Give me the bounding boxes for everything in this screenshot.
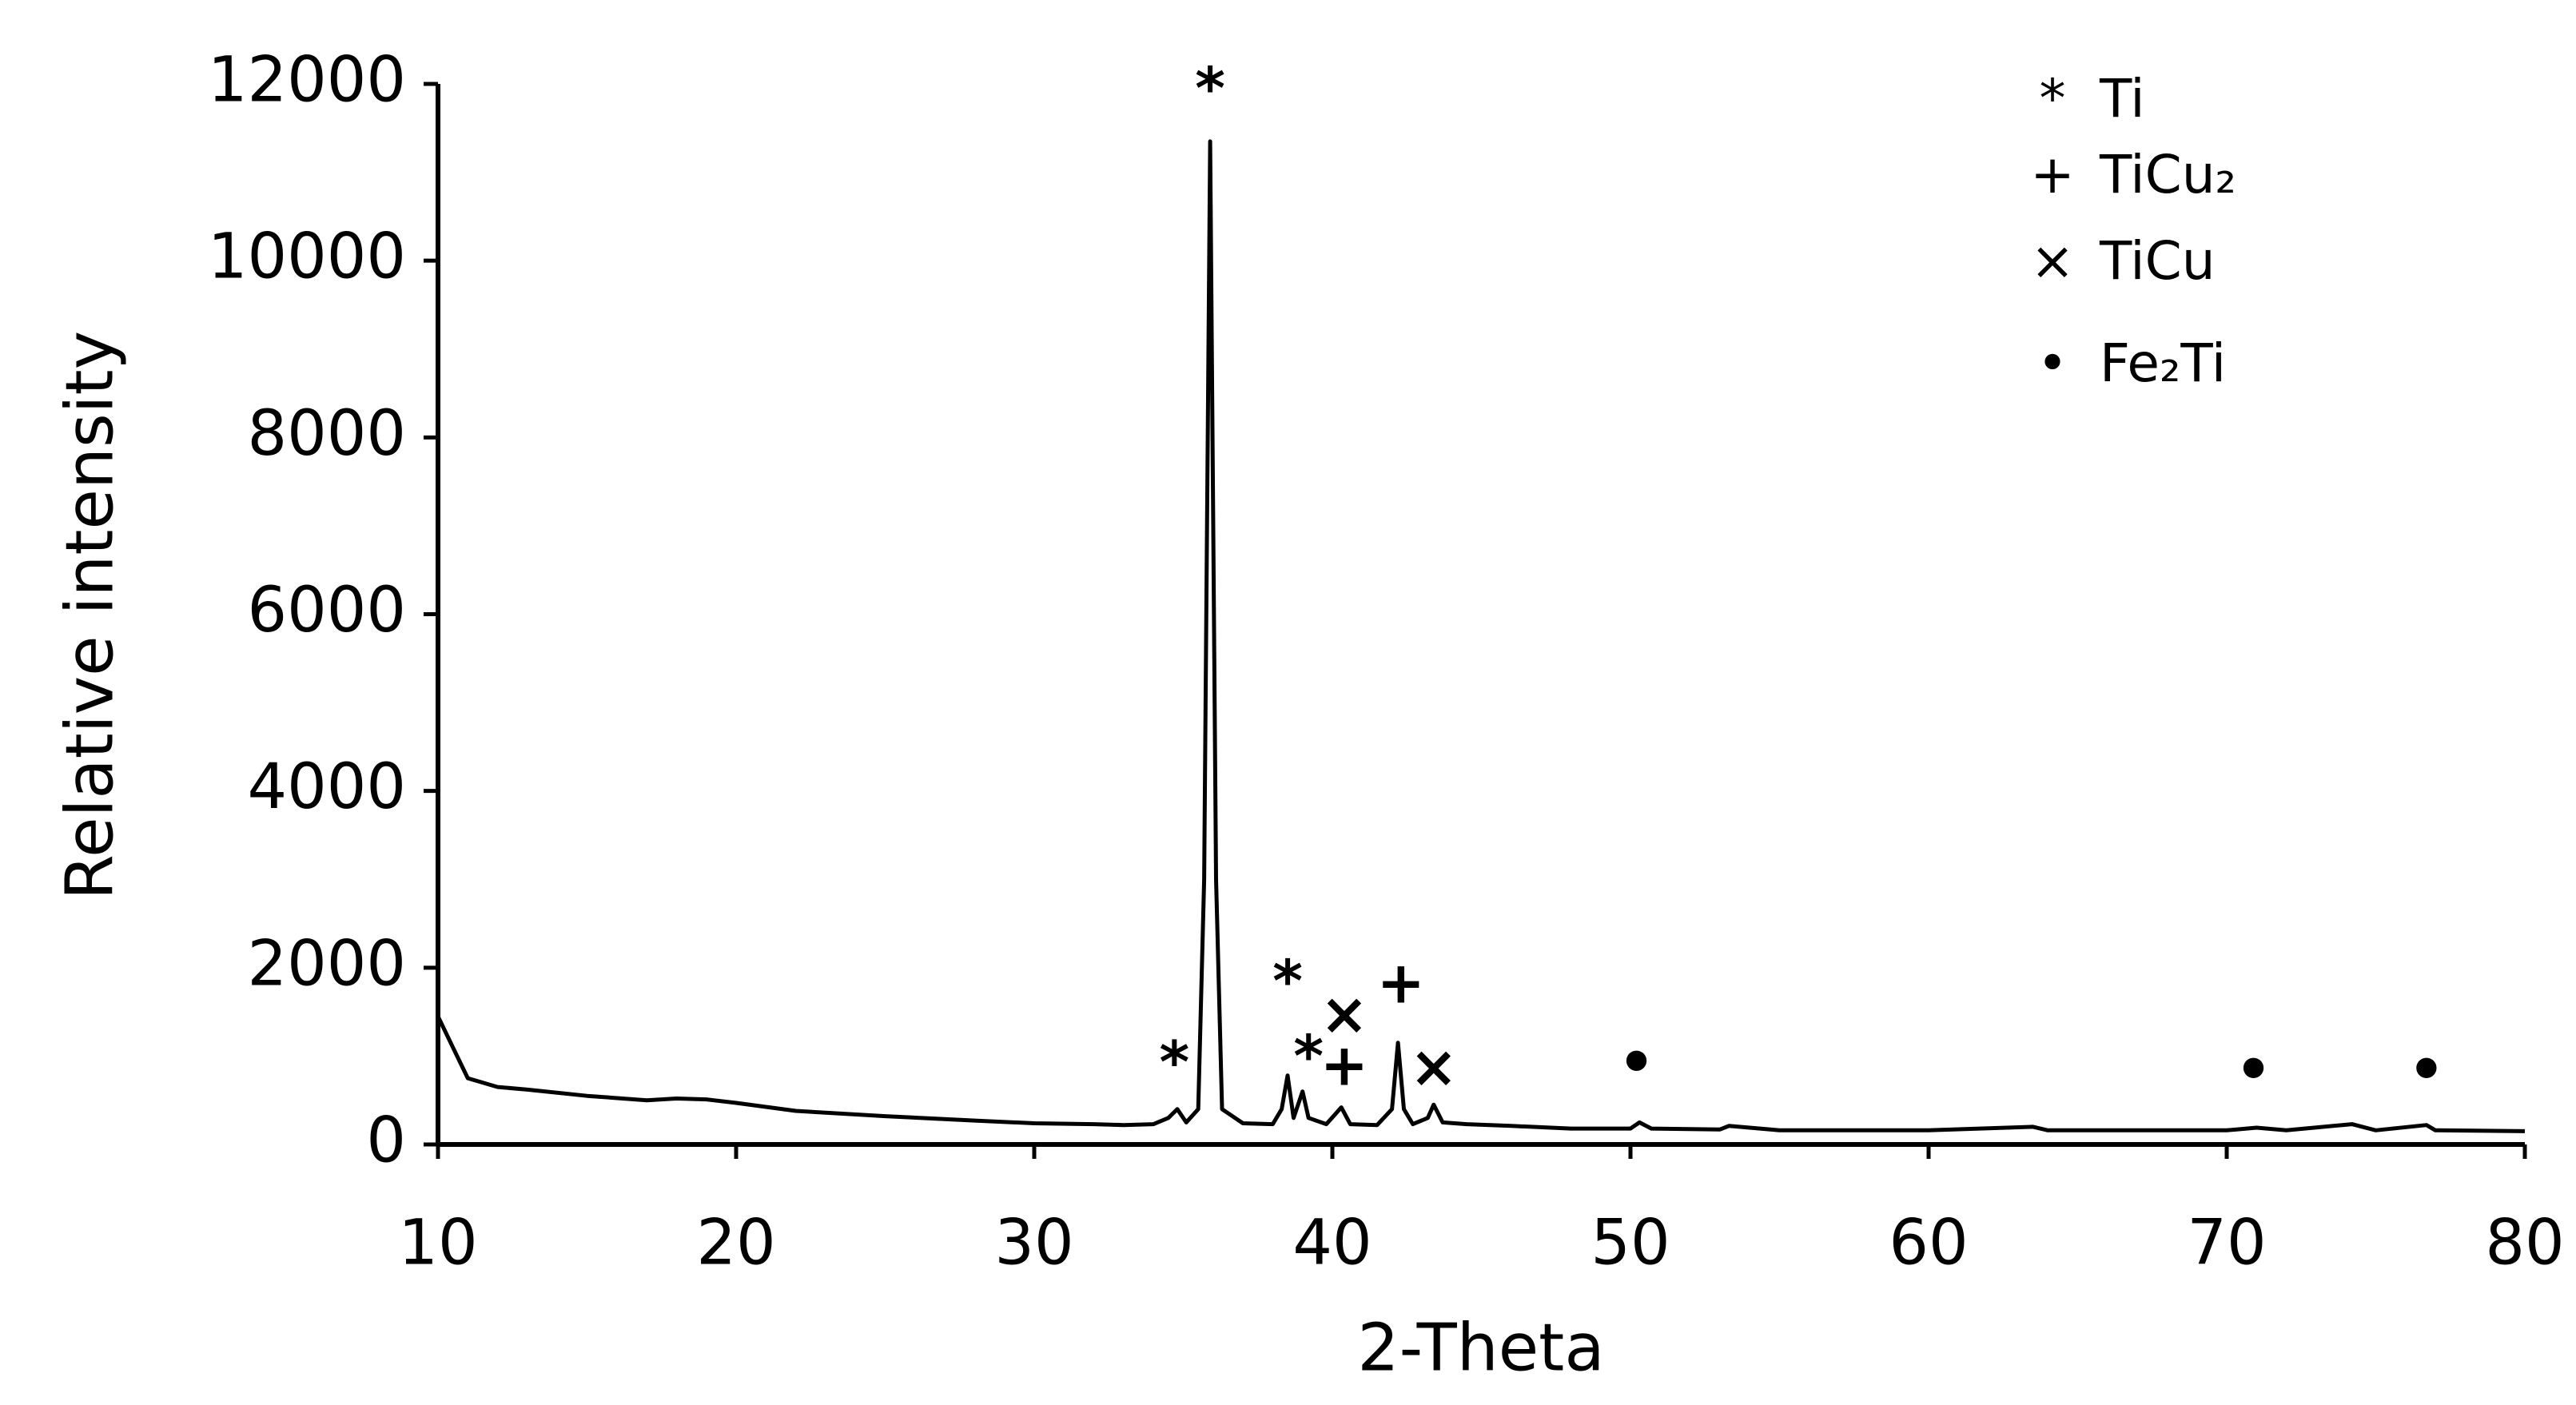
x-tick-label: 10 [398,1207,477,1279]
legend-label: TiCu₂ [2099,144,2236,205]
peak-marker: • [2236,1036,2272,1103]
peak-marker: * [1293,1022,1324,1089]
peak-marker: • [1618,1029,1654,1096]
legend-symbol: × [2030,230,2074,292]
y-tick-label: 6000 [247,575,406,647]
y-tick-label: 8000 [247,398,406,470]
legend-label: Ti [2099,68,2145,129]
x-tick-label: 20 [696,1207,775,1279]
peak-marker: + [1377,949,1425,1017]
x-axis-label: 2-Theta [1357,1310,1604,1386]
y-tick-label: 12000 [208,44,406,116]
x-tick-label: 50 [1591,1207,1670,1279]
peak-marker: * [1159,1029,1189,1096]
y-axis-label: Relative intensity [52,331,128,900]
legend-label: TiCu [2099,230,2216,292]
peak-marker: + [1320,1032,1368,1099]
x-tick-label: 60 [1889,1207,1968,1279]
legend-symbol: * [2040,68,2066,129]
peak-marker: * [1195,55,1225,122]
legend-label: Fe₂Ti [2100,332,2226,394]
x-tick-label: 40 [1292,1207,1372,1279]
legend-symbol: + [2030,144,2074,205]
peak-marker: × [1320,980,1368,1047]
y-tick-label: 4000 [247,751,406,823]
peak-marker: • [2408,1036,2445,1103]
y-tick-label: 2000 [247,928,406,1000]
peak-marker: × [1410,1033,1458,1101]
peak-marker: * [1272,947,1303,1014]
x-tick-label: 30 [994,1207,1073,1279]
x-tick-label: 80 [2485,1207,2564,1279]
legend-symbol: • [2037,332,2068,394]
x-tick-label: 70 [2187,1207,2266,1279]
y-tick-label: 10000 [208,221,406,293]
pattern-line [436,139,2526,1133]
y-tick-label: 0 [366,1104,406,1176]
